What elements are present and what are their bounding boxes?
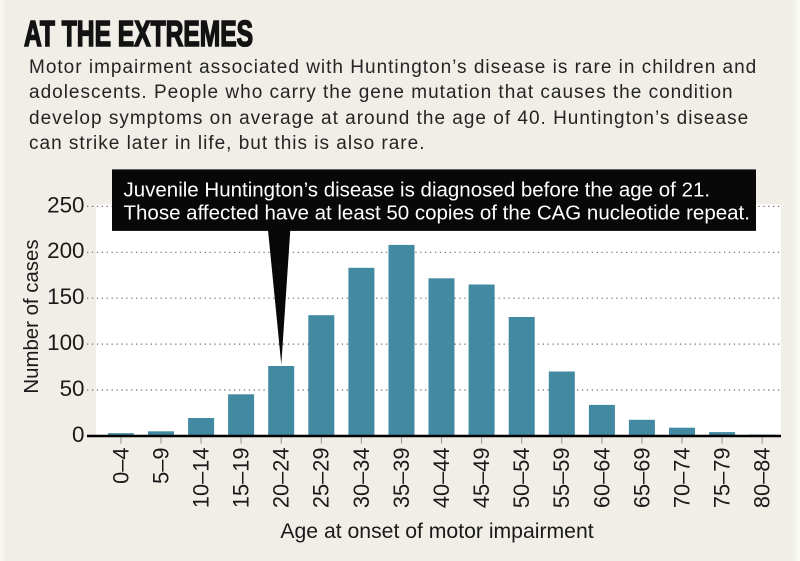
svg-text:25–29: 25–29 <box>309 448 334 509</box>
svg-text:0–4: 0–4 <box>108 448 133 484</box>
svg-text:Number of cases: Number of cases <box>21 239 43 393</box>
svg-text:80–84: 80–84 <box>750 448 775 509</box>
svg-text:Those affected have at least 5: Those affected have at least 50 copies o… <box>124 202 750 225</box>
svg-text:10–14: 10–14 <box>189 448 214 509</box>
svg-text:50–54: 50–54 <box>509 448 534 509</box>
svg-text:60–64: 60–64 <box>589 448 614 509</box>
svg-text:200: 200 <box>47 238 84 263</box>
svg-text:100: 100 <box>47 330 84 355</box>
svg-text:45–49: 45–49 <box>469 448 494 509</box>
svg-text:40–44: 40–44 <box>429 448 454 509</box>
svg-text:30–34: 30–34 <box>349 448 374 509</box>
svg-text:Juvenile Huntington’s disease: Juvenile Huntington’s disease is diagnos… <box>124 178 711 201</box>
svg-text:20–24: 20–24 <box>269 448 294 509</box>
svg-text:0: 0 <box>72 422 84 447</box>
svg-text:5–9: 5–9 <box>148 448 173 484</box>
svg-text:150: 150 <box>47 284 84 309</box>
svg-text:65–69: 65–69 <box>629 448 654 509</box>
svg-text:15–19: 15–19 <box>229 448 254 509</box>
svg-text:75–79: 75–79 <box>710 448 735 509</box>
svg-text:250: 250 <box>47 192 84 217</box>
svg-text:50: 50 <box>60 376 85 401</box>
svg-text:Age at onset of motor impairme: Age at onset of motor impairment <box>280 520 593 543</box>
svg-text:70–74: 70–74 <box>669 448 694 509</box>
svg-text:55–59: 55–59 <box>549 448 574 509</box>
svg-text:35–39: 35–39 <box>389 448 414 509</box>
